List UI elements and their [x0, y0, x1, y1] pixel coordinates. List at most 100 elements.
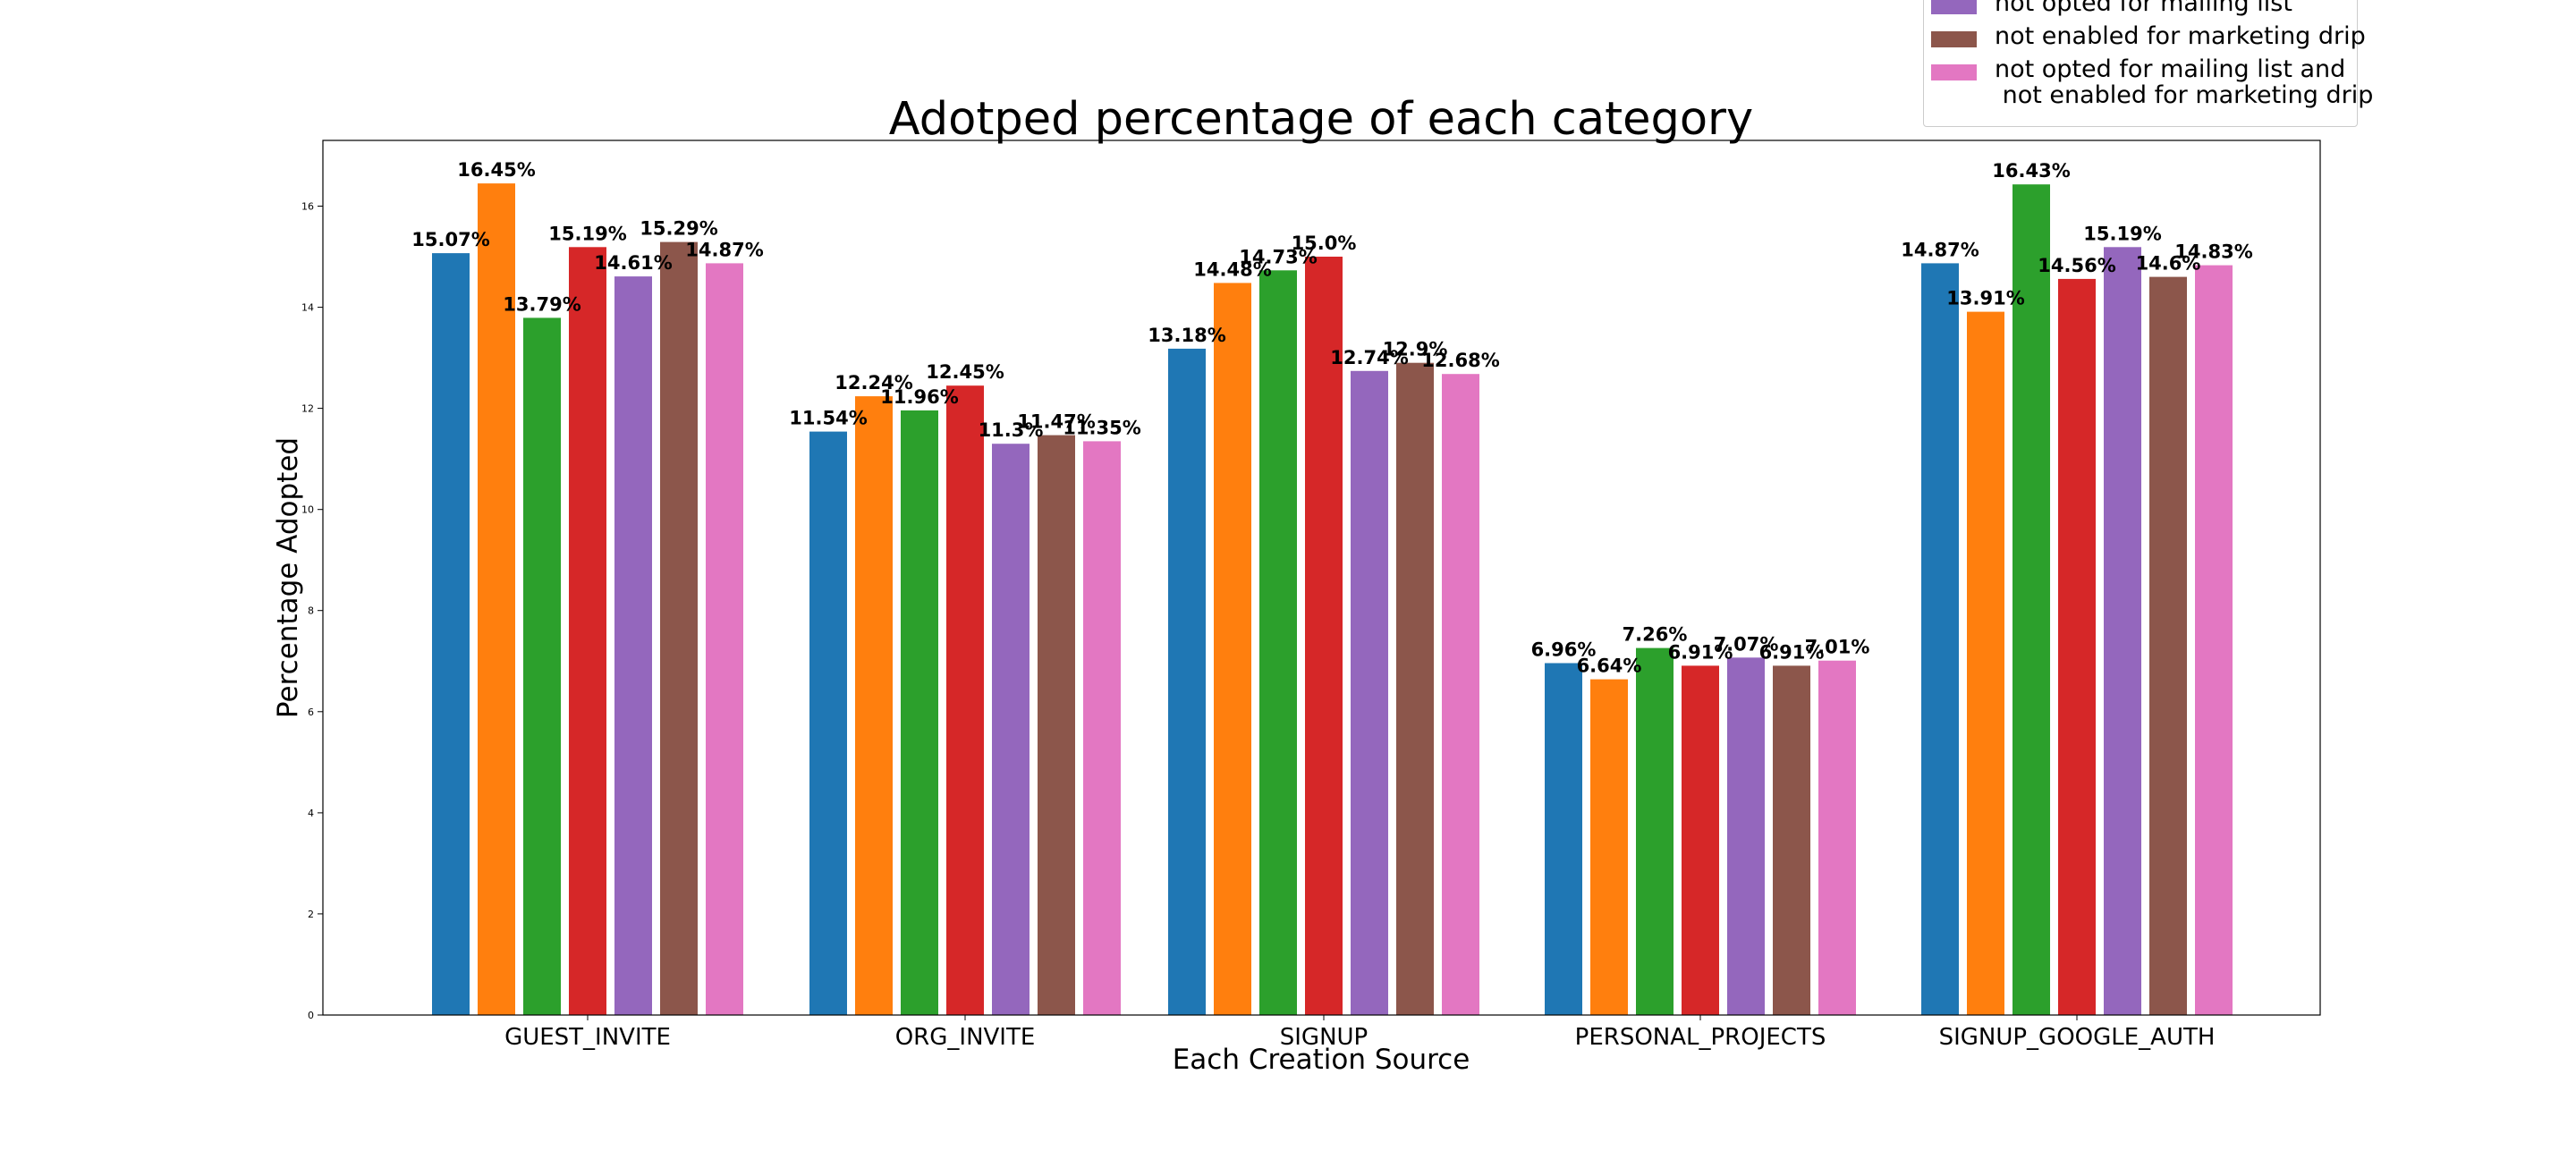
bar-value-label: 6.64%	[1577, 656, 1642, 677]
bar-value-label: 6.91%	[1759, 641, 1825, 663]
y-tick-label: 8	[308, 605, 314, 617]
bar	[1259, 270, 1297, 1015]
bar-value-label: 13.18%	[1148, 325, 1225, 346]
bar-value-label: 11.47%	[1017, 411, 1095, 433]
bar-value-label: 14.73%	[1239, 246, 1317, 267]
bar	[1590, 679, 1628, 1015]
bar-value-label: 11.54%	[789, 408, 867, 429]
bar-value-label: 15.29%	[640, 218, 717, 240]
x-tick-label: GUEST_INVITE	[504, 1024, 671, 1051]
bar-value-label: 14.6%	[2136, 253, 2201, 275]
bar-value-label: 12.45%	[926, 361, 1004, 383]
bar	[1351, 370, 1388, 1015]
bar	[2149, 276, 2187, 1016]
bar	[614, 276, 652, 1016]
bar-value-label: 13.79%	[503, 293, 580, 315]
bar-value-label: 16.45%	[457, 159, 535, 181]
bar	[992, 444, 1030, 1015]
bar	[1083, 441, 1121, 1015]
bar	[569, 247, 606, 1015]
y-tick-label: 12	[301, 403, 314, 415]
y-tick-label: 6	[308, 706, 314, 718]
chart-legend: not opted for mailing list not enabled f…	[1923, 0, 2373, 127]
y-axis: 0 2 4 6 8 10 12 14 16	[301, 201, 323, 1021]
y-tick-label: 0	[308, 1010, 314, 1021]
bar	[1305, 257, 1343, 1015]
bar	[478, 183, 515, 1016]
bar-labels-layer: 15.07% 11.54% 13.18% 6.96% 14.87% 16.45% 12.24…	[411, 159, 2252, 677]
legend-swatch	[1931, 0, 1977, 14]
chart-title: Adotped percentage of each category	[889, 93, 1753, 146]
bar-value-label: 11.3%	[979, 419, 1044, 441]
legend-label: not enabled for marketing drip	[1995, 22, 2366, 50]
legend-label: not opted for mailing list	[1995, 0, 2292, 17]
bar-value-label: 14.56%	[2038, 255, 2115, 276]
x-tick-label: SIGNUP_GOOGLE_AUTH	[1939, 1024, 2216, 1051]
bar	[1168, 348, 1206, 1015]
legend-item: not enabled for marketing drip	[1931, 23, 2366, 49]
bar	[2195, 265, 2233, 1016]
bar-value-label: 15.19%	[2083, 223, 2161, 244]
bar-value-label: 7.07%	[1714, 633, 1779, 655]
bar-value-label: 14.61%	[594, 252, 672, 274]
bar-value-label: 6.96%	[1531, 639, 1597, 661]
bar	[1636, 647, 1674, 1015]
legend-swatch	[1931, 64, 1977, 80]
bar-value-label: 15.19%	[548, 223, 626, 244]
bar-value-label: 12.68%	[1421, 350, 1499, 371]
x-tick-label: SIGNUP	[1280, 1024, 1368, 1051]
bar	[2104, 247, 2141, 1015]
bar-value-label: 14.87%	[685, 239, 763, 260]
bar-value-label: 11.96%	[880, 386, 958, 408]
bar	[946, 385, 984, 1015]
bar-value-label: 7.01%	[1805, 637, 1870, 658]
bar	[1038, 435, 1075, 1016]
legend-item: not opted for mailing list and not enabl…	[1931, 56, 2373, 108]
x-tick-label: ORG_INVITE	[895, 1024, 1036, 1051]
bars-layer	[432, 183, 2233, 1016]
bar	[1818, 660, 1856, 1015]
bar	[1442, 374, 1479, 1015]
bar	[1214, 283, 1251, 1015]
bar-value-label: 14.48%	[1193, 258, 1271, 280]
bar-value-label: 16.43%	[1992, 160, 2070, 182]
bar	[2012, 184, 2050, 1015]
bar	[660, 241, 698, 1016]
bar	[901, 410, 938, 1015]
bar-value-label: 12.9%	[1383, 339, 1448, 360]
bar	[1396, 362, 1434, 1015]
bar-value-label: 11.35%	[1063, 417, 1140, 438]
bar	[1545, 663, 1582, 1015]
bar	[855, 396, 893, 1016]
bar-value-label: 13.91%	[1946, 288, 2024, 309]
bar	[2058, 278, 2096, 1015]
y-axis-title: Percentage Adopted	[272, 437, 304, 718]
bar-value-label: 12.24%	[835, 372, 912, 393]
bar-value-label: 12.74%	[1330, 347, 1408, 368]
x-axis-title: Each Creation Source	[1173, 1044, 1470, 1076]
bar-value-label: 7.26%	[1623, 624, 1688, 646]
bar	[1682, 665, 1719, 1015]
bar	[432, 253, 470, 1016]
bar	[706, 263, 743, 1015]
bar-value-label: 6.91%	[1668, 641, 1733, 663]
legend-item: not opted for mailing list	[1931, 0, 2292, 16]
bar	[1773, 665, 1810, 1015]
legend-swatch	[1931, 31, 1977, 47]
bar	[1967, 311, 2004, 1016]
bar-value-label: 14.87%	[1901, 239, 1979, 260]
legend-label: not opted for mailing list and not enabl…	[1995, 55, 2374, 109]
y-tick-label: 14	[301, 302, 314, 314]
bar-value-label: 14.83%	[2174, 241, 2252, 263]
bar-value-label: 15.0%	[1292, 233, 1357, 254]
bar	[1921, 263, 1959, 1015]
y-tick-label: 10	[301, 504, 314, 516]
x-tick-label: PERSONAL_PROJECTS	[1575, 1024, 1826, 1051]
bar	[523, 317, 561, 1015]
plot-frame	[322, 140, 2321, 1016]
y-tick-label: 4	[308, 808, 314, 819]
y-tick-label: 16	[301, 201, 314, 213]
bar-value-label: 15.07%	[411, 229, 489, 250]
bar	[809, 431, 847, 1016]
